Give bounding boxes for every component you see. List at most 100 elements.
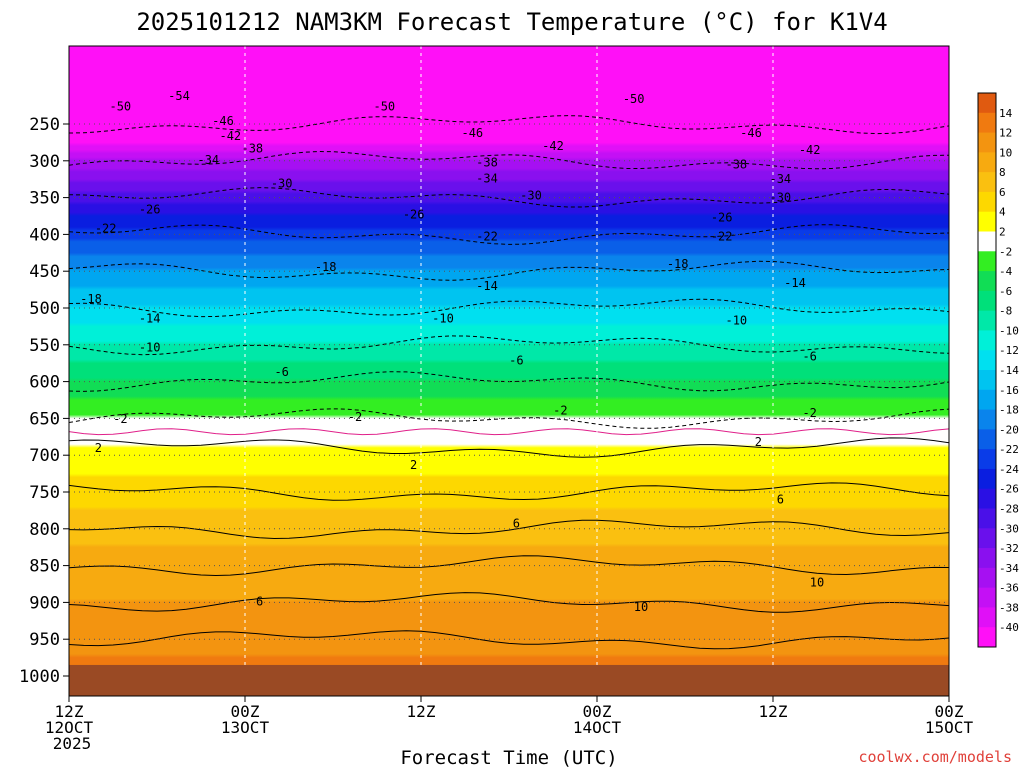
colorbar-label: 6 bbox=[999, 186, 1006, 199]
x-tick-label: 00Z bbox=[231, 702, 260, 721]
contour-label: -22 bbox=[95, 222, 117, 236]
colorbar-swatch bbox=[978, 152, 996, 173]
colorbar-swatch bbox=[978, 350, 996, 371]
contour-label: 2 bbox=[755, 435, 762, 449]
colorbar-swatch bbox=[978, 587, 996, 608]
contour-label: -10 bbox=[139, 341, 161, 355]
colorbar-label: -34 bbox=[999, 562, 1019, 575]
y-tick-label: 250 bbox=[29, 115, 60, 135]
contour-line bbox=[69, 437, 949, 458]
contour-label: -10 bbox=[725, 314, 747, 328]
contour-label: -34 bbox=[476, 171, 498, 185]
y-tick-label: 500 bbox=[29, 299, 60, 319]
colorbar-swatch bbox=[978, 468, 996, 490]
y-tick-label: 1000 bbox=[19, 667, 60, 687]
contour-line bbox=[69, 482, 949, 501]
colorbar: 14 12 10 8 6 4 2 -2 -4 -6 -8 -10 -12 -14 -16 -18 -20 -22 -… bbox=[977, 92, 1019, 648]
contour-label: -50 bbox=[109, 99, 131, 113]
contour-label: 10 bbox=[810, 576, 824, 590]
colorbar-swatch bbox=[978, 330, 996, 351]
y-axis: 250 300 350 400 450 500 550 600 650 700 750 800 850 9… bbox=[19, 115, 69, 687]
contour-label: -14 bbox=[476, 279, 498, 293]
contour-label: -26 bbox=[403, 208, 425, 222]
colorbar-label: -8 bbox=[999, 305, 1012, 318]
contour-label: -34 bbox=[769, 172, 791, 186]
contour-label: -50 bbox=[623, 92, 645, 106]
contour-label: -50 bbox=[373, 99, 395, 113]
colorbar-label: 12 bbox=[999, 127, 1012, 140]
contour-label: -2 bbox=[348, 410, 362, 424]
contour-label: -18 bbox=[315, 260, 337, 274]
plot-border bbox=[68, 45, 950, 697]
contour-label: -38 bbox=[241, 141, 263, 155]
contour-label: -14 bbox=[139, 311, 161, 325]
x-tick-label: 14OCT bbox=[573, 718, 622, 737]
colorbar-label: -16 bbox=[999, 384, 1019, 397]
contour-label: -2 bbox=[113, 412, 127, 426]
colorbar-border bbox=[977, 92, 997, 648]
contour-line bbox=[69, 224, 949, 245]
colorbar-swatch bbox=[978, 429, 996, 450]
contour-label: -6 bbox=[509, 353, 523, 367]
colorbar-swatch bbox=[978, 627, 996, 648]
contour-label: -10 bbox=[432, 311, 454, 325]
colorbar-swatch bbox=[978, 231, 996, 252]
colorbar-swatch bbox=[978, 607, 996, 628]
x-tick-label: 12OCT bbox=[45, 718, 94, 737]
colorbar-swatch bbox=[978, 172, 996, 193]
colorbar-label: 4 bbox=[999, 206, 1006, 219]
x-tick-label: 12Z bbox=[759, 702, 788, 721]
contour-label: -30 bbox=[520, 188, 542, 202]
colorbar-swatch bbox=[978, 528, 996, 549]
y-tick-label: 450 bbox=[29, 262, 60, 282]
contour-line bbox=[69, 555, 949, 577]
colorbar-swatch bbox=[978, 370, 996, 391]
y-tick-label: 800 bbox=[29, 520, 60, 540]
colorbar-label: -2 bbox=[999, 245, 1012, 258]
contour-label: 6 bbox=[777, 492, 784, 506]
colorbar-swatch bbox=[978, 211, 996, 232]
colorbar-label: 2 bbox=[999, 226, 1006, 239]
colorbar-label: -10 bbox=[999, 324, 1019, 337]
contour-label: -22 bbox=[711, 230, 733, 244]
colorbar-swatch bbox=[978, 567, 996, 589]
contour-label: -26 bbox=[139, 202, 161, 216]
contour-label: -18 bbox=[667, 257, 689, 271]
colorbar-swatch bbox=[978, 488, 996, 509]
contour-label: -46 bbox=[740, 126, 762, 140]
y-tick-label: 900 bbox=[29, 593, 60, 613]
colorbar-swatch bbox=[978, 132, 996, 153]
colorbar-label: 8 bbox=[999, 166, 1006, 179]
contour-label: -14 bbox=[784, 276, 806, 290]
y-tick-label: 600 bbox=[29, 373, 60, 393]
contour-label: -42 bbox=[219, 129, 241, 143]
colorbar-label: -24 bbox=[999, 463, 1019, 476]
contour-label: -46 bbox=[461, 126, 483, 140]
colorbar-label: -6 bbox=[999, 285, 1012, 298]
colorbar-label: -18 bbox=[999, 404, 1019, 417]
chart-title: 2025101212 NAM3KM Forecast Temperature (… bbox=[136, 8, 887, 36]
colorbar-label: 14 bbox=[999, 107, 1013, 120]
x-tick-label: 00Z bbox=[583, 702, 612, 721]
contour-line bbox=[69, 115, 949, 135]
x-tick-label: 2025 bbox=[53, 734, 92, 753]
contour-label: -42 bbox=[542, 139, 564, 153]
contour-line bbox=[69, 592, 949, 613]
contour-label: -34 bbox=[197, 153, 219, 167]
x-tick-label: 13OCT bbox=[221, 718, 270, 737]
contour-label: -38 bbox=[725, 157, 747, 171]
colorbar-swatch bbox=[978, 93, 996, 114]
contour-label: -42 bbox=[799, 143, 821, 157]
y-tick-label: 350 bbox=[29, 189, 60, 209]
contour-label: -38 bbox=[476, 155, 498, 169]
contour-label: 10 bbox=[634, 600, 648, 614]
colorbar-label: -40 bbox=[999, 621, 1019, 634]
contour-label: -18 bbox=[80, 292, 102, 306]
colorbar-label: 10 bbox=[999, 146, 1012, 159]
y-tick-label: 950 bbox=[29, 630, 60, 650]
x-tick-label: 12Z bbox=[55, 702, 84, 721]
colorbar-label: -12 bbox=[999, 344, 1019, 357]
contour-line bbox=[69, 630, 949, 650]
contour-labels: -54-50 -50-50-46-46 -46-42-42 -42-38-38 -38-… bbox=[80, 89, 824, 614]
